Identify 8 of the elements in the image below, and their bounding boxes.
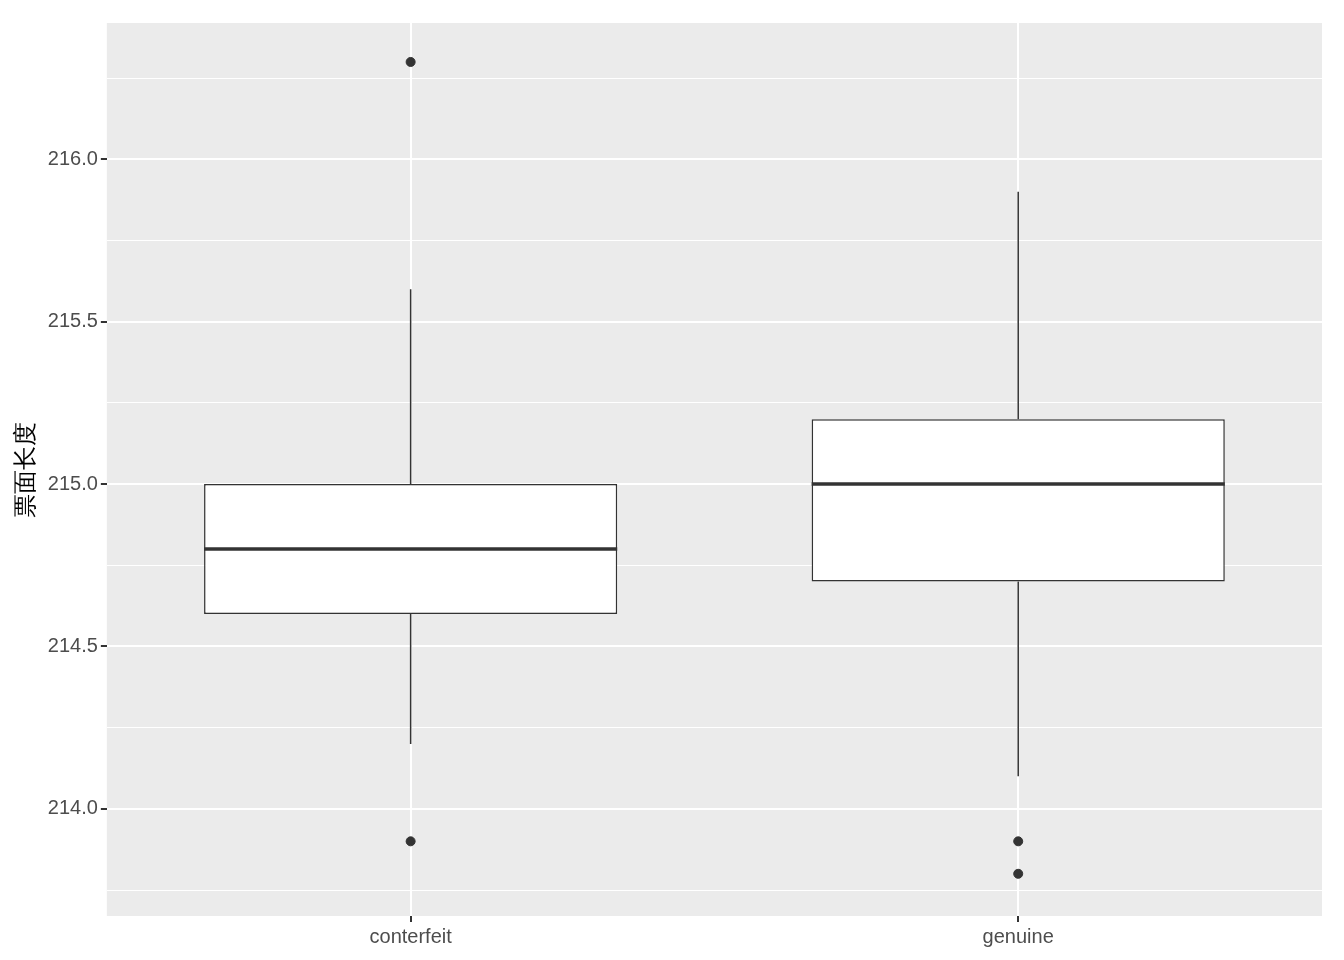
y-tick-label: 215.5 — [47, 309, 98, 332]
y-axis-title: 票面长度 — [11, 421, 39, 518]
y-tick-label: 216.0 — [47, 146, 98, 169]
x-tick-label: genuine — [982, 924, 1054, 947]
y-tick-label: 215.0 — [47, 471, 98, 494]
y-tick-label: 214.0 — [47, 796, 98, 819]
y-tick-label: 214.5 — [47, 633, 98, 656]
x-tick-label: conterfeit — [369, 924, 453, 947]
